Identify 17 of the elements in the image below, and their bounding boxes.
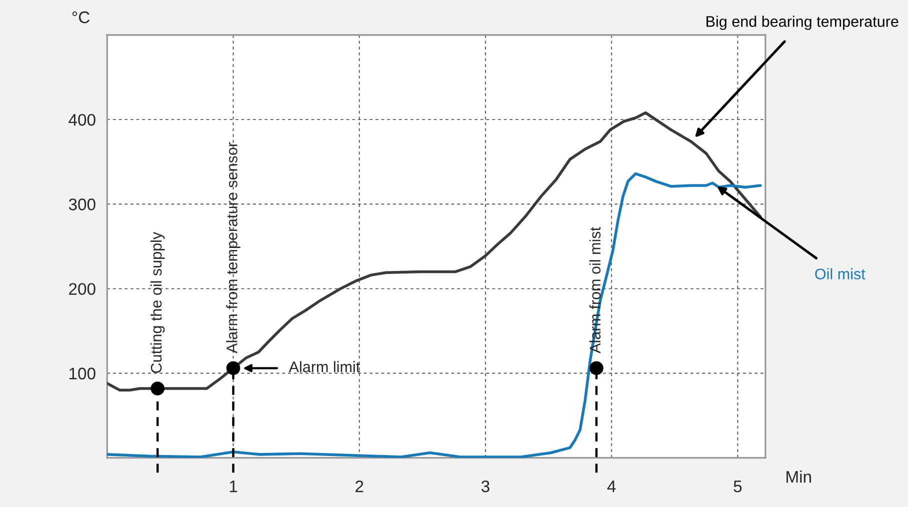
ref-line-label: Alarm from temperature sensor xyxy=(226,142,240,354)
y-axis-title: °C xyxy=(72,11,90,24)
annotation: Alarm limit xyxy=(288,361,360,372)
x-tick-label: 3 xyxy=(481,480,490,492)
y-tick-label: 200 xyxy=(69,283,96,295)
y-tick-label: 100 xyxy=(70,368,96,380)
x-tick-label: 4 xyxy=(607,480,616,492)
text: Big end bearing temperature xyxy=(706,16,898,30)
text: Oil mist xyxy=(815,268,866,280)
x-tick-label: 2 xyxy=(356,480,364,492)
ref-line-label: Alarm from oil mist xyxy=(589,227,601,354)
y-tick-label: 300 xyxy=(68,198,96,210)
ref-line-label: Cutting the oil supply xyxy=(150,232,165,373)
x-tick-label: 5 xyxy=(734,480,742,492)
x-tick-label: 1 xyxy=(230,480,238,492)
y-tick-label: 400 xyxy=(68,114,96,126)
x-axis-title: Min xyxy=(786,470,811,483)
